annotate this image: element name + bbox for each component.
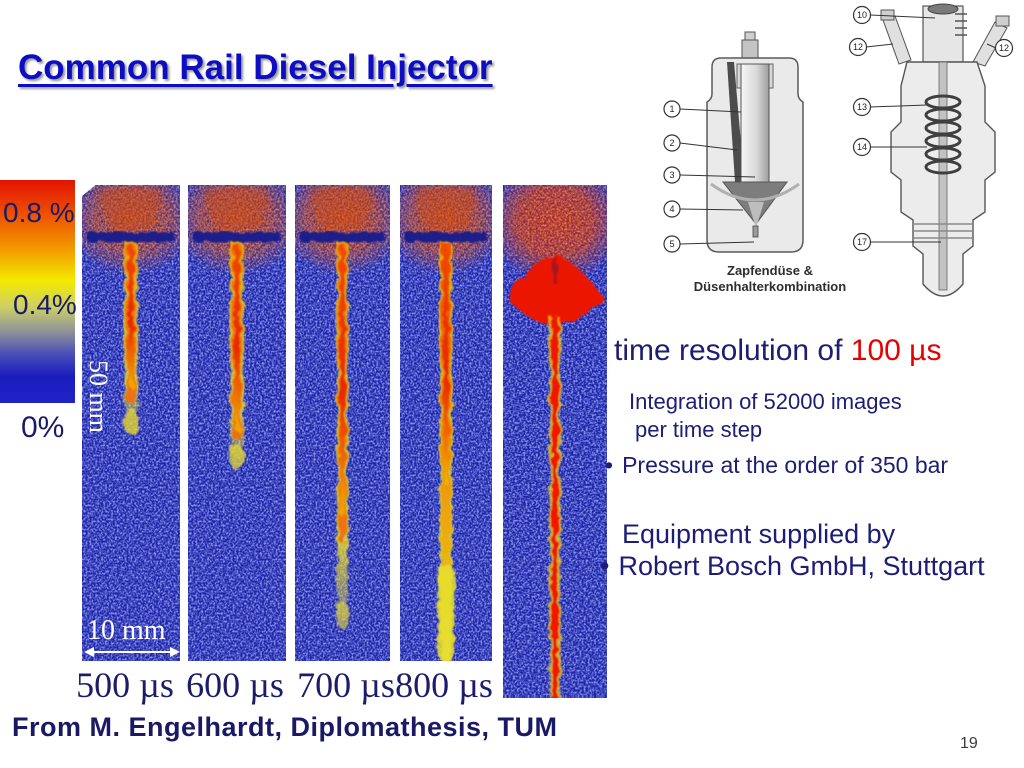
scalebar-50mm-label: 50 mm <box>84 360 113 433</box>
time-label-600us: 600 µs <box>186 665 284 705</box>
equipment-supplier: Robert Bosch GmbH, Stuttgart <box>618 551 985 581</box>
nozzle-label-1: 1 <box>669 104 674 114</box>
time-resolution-value: 100 µs <box>850 334 942 367</box>
spray-jet <box>549 317 561 698</box>
footer-credit: From M. Engelhardt, Diplomathesis, TUM <box>12 712 558 742</box>
nozzle-label-3: 3 <box>669 170 674 180</box>
equipment-line2: • Robert Bosch GmbH, Stuttgart <box>600 551 985 582</box>
slide-title: Common Rail Diesel Injector <box>18 48 493 87</box>
spray-jet <box>437 241 455 661</box>
colorbar-label-bottom: 0% <box>21 411 65 444</box>
diagram-caption: Zapfendüse & Düsenhalterkombination <box>660 263 880 295</box>
nozzle-label-5: 5 <box>669 239 674 249</box>
time-resolution-line: time resolution of 100 µs <box>614 334 941 368</box>
injector-diagrams: 1 2 3 4 5 <box>663 3 1014 297</box>
diagram-caption-line2: Düsenhalterkombination <box>693 279 847 294</box>
diagram-caption-line1: Zapfendüse & <box>727 263 813 278</box>
holder-label-12-left: 12 <box>853 42 863 52</box>
integration-line2: per time step <box>635 417 763 442</box>
holder-label-13: 13 <box>857 102 867 112</box>
equipment-line1: Equipment supplied by <box>622 519 896 549</box>
nozzle-label-4: 4 <box>669 204 674 214</box>
colorbar <box>0 180 75 403</box>
time-label-700us: 700 µs <box>297 665 395 705</box>
spray-jet <box>123 241 139 434</box>
spray-image-600us <box>188 185 286 661</box>
holder-diagram: 10 12 12 13 14 17 <box>848 3 1014 297</box>
scalebar-10mm-label: 10 mm <box>87 615 166 646</box>
nozzle-label-2: 2 <box>669 138 674 148</box>
holder-label-17: 17 <box>857 237 867 247</box>
corner-notch <box>82 185 96 196</box>
spray-image-500us <box>82 185 180 661</box>
spray-jet <box>229 241 245 470</box>
colorbar-label-middle: 0.4% <box>13 289 77 320</box>
time-resolution-prefix: time resolution of <box>614 334 851 367</box>
bullet-glyph: • <box>600 551 610 581</box>
spray-image-umbrella <box>503 185 607 698</box>
spray-image-700us <box>295 185 390 661</box>
nozzle-shadow-band <box>86 232 176 242</box>
time-label-800us: 800 µs <box>395 665 493 705</box>
colorbar-label-top: 0.8 % <box>3 197 75 228</box>
bullet-glyph: • <box>605 452 614 478</box>
holder-label-10: 10 <box>857 10 867 20</box>
pressure-text: Pressure at the order of 350 bar <box>622 452 949 478</box>
pressure-line: • Pressure at the order of 350 bar <box>605 452 948 479</box>
spray-image-800us <box>400 185 492 661</box>
spray-umbrella <box>508 253 602 325</box>
spray-jet <box>335 241 350 629</box>
nozzle-diagram: 1 2 3 4 5 <box>663 31 804 253</box>
holder-label-14: 14 <box>857 142 867 152</box>
integration-line1: Integration of 52000 images <box>629 389 902 414</box>
time-label-500us: 500 µs <box>76 665 174 705</box>
page-number: 19 <box>960 735 978 752</box>
holder-label-12-right: 12 <box>999 43 1009 53</box>
dimension-arrow <box>84 647 180 657</box>
